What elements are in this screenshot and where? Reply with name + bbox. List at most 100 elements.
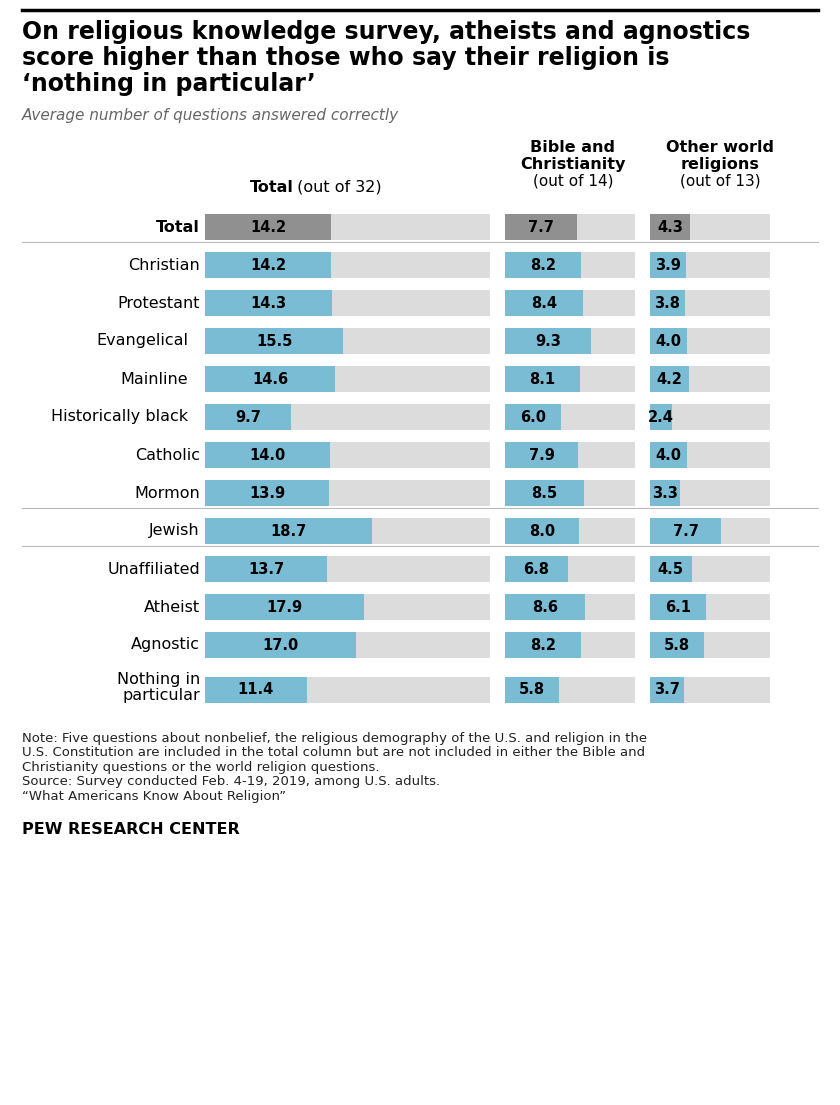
Bar bbox=[650, 556, 770, 582]
Bar bbox=[505, 366, 635, 392]
Bar bbox=[205, 290, 333, 316]
Bar bbox=[205, 442, 329, 469]
Bar bbox=[205, 252, 332, 278]
Bar bbox=[205, 677, 307, 703]
Text: Catholic: Catholic bbox=[135, 448, 200, 463]
Bar bbox=[505, 290, 583, 316]
Bar bbox=[505, 252, 581, 278]
Bar bbox=[505, 252, 635, 278]
Text: Protestant: Protestant bbox=[118, 295, 200, 311]
Bar bbox=[205, 442, 490, 469]
Bar bbox=[650, 556, 691, 582]
Text: 8.0: 8.0 bbox=[529, 524, 555, 538]
Text: Other world: Other world bbox=[666, 140, 774, 155]
Text: Christianity questions or the world religion questions.: Christianity questions or the world reli… bbox=[22, 761, 380, 773]
Text: Mainline: Mainline bbox=[120, 371, 188, 387]
Text: 14.2: 14.2 bbox=[250, 257, 286, 273]
Bar bbox=[650, 290, 770, 316]
Bar bbox=[650, 366, 689, 392]
Bar bbox=[505, 632, 581, 657]
Bar bbox=[505, 556, 568, 582]
Text: 4.0: 4.0 bbox=[655, 334, 681, 348]
Text: 7.7: 7.7 bbox=[528, 220, 554, 234]
Text: 11.4: 11.4 bbox=[238, 683, 274, 697]
Text: U.S. Constitution are included in the total column but are not included in eithe: U.S. Constitution are included in the to… bbox=[22, 747, 645, 759]
Bar bbox=[650, 404, 770, 430]
Bar bbox=[205, 214, 490, 240]
Text: 14.6: 14.6 bbox=[252, 371, 288, 387]
Text: Total: Total bbox=[250, 180, 294, 194]
Text: 9.7: 9.7 bbox=[235, 410, 261, 424]
Bar bbox=[505, 366, 580, 392]
Text: Source: Survey conducted Feb. 4-19, 2019, among U.S. adults.: Source: Survey conducted Feb. 4-19, 2019… bbox=[22, 776, 440, 789]
Bar bbox=[650, 518, 770, 544]
Bar bbox=[505, 594, 585, 620]
Text: 17.0: 17.0 bbox=[263, 638, 299, 652]
Bar bbox=[650, 252, 686, 278]
Bar bbox=[205, 480, 328, 506]
Bar bbox=[650, 328, 770, 354]
Bar bbox=[205, 252, 490, 278]
Bar bbox=[650, 632, 704, 657]
Text: score higher than those who say their religion is: score higher than those who say their re… bbox=[22, 46, 669, 70]
Bar bbox=[205, 404, 490, 430]
Bar bbox=[205, 632, 356, 657]
Text: 15.5: 15.5 bbox=[256, 334, 292, 348]
Bar bbox=[505, 328, 635, 354]
Bar bbox=[650, 290, 685, 316]
Text: 18.7: 18.7 bbox=[270, 524, 307, 538]
Text: 7.7: 7.7 bbox=[673, 524, 699, 538]
Bar bbox=[205, 328, 490, 354]
Bar bbox=[505, 480, 635, 506]
Bar bbox=[505, 442, 579, 469]
Bar bbox=[205, 556, 327, 582]
Bar bbox=[205, 556, 490, 582]
Text: 3.7: 3.7 bbox=[654, 683, 680, 697]
Text: particular: particular bbox=[123, 688, 200, 703]
Text: 8.5: 8.5 bbox=[532, 485, 558, 501]
Text: Atheist: Atheist bbox=[144, 600, 200, 614]
Bar bbox=[650, 480, 680, 506]
Text: religions: religions bbox=[680, 157, 759, 172]
Bar bbox=[505, 518, 635, 544]
Text: 4.2: 4.2 bbox=[656, 371, 682, 387]
Bar bbox=[505, 404, 635, 430]
Text: (out of 14): (out of 14) bbox=[533, 173, 613, 189]
Text: Average number of questions answered correctly: Average number of questions answered cor… bbox=[22, 108, 399, 123]
Text: 5.8: 5.8 bbox=[664, 638, 690, 652]
Text: 7.9: 7.9 bbox=[528, 448, 554, 463]
Bar bbox=[205, 594, 490, 620]
Text: (out of 13): (out of 13) bbox=[680, 173, 760, 189]
Bar bbox=[505, 214, 576, 240]
Text: Unaffiliated: Unaffiliated bbox=[108, 561, 200, 577]
Bar bbox=[505, 677, 559, 703]
Bar bbox=[650, 214, 690, 240]
Bar bbox=[505, 290, 635, 316]
Bar bbox=[205, 677, 490, 703]
Bar bbox=[205, 290, 490, 316]
Bar bbox=[650, 594, 770, 620]
Text: 6.1: 6.1 bbox=[665, 600, 691, 614]
Bar bbox=[650, 404, 672, 430]
Bar bbox=[650, 366, 770, 392]
Bar bbox=[505, 556, 635, 582]
Bar bbox=[650, 677, 684, 703]
Text: Historically black: Historically black bbox=[51, 410, 188, 424]
Bar bbox=[205, 480, 490, 506]
Text: 8.6: 8.6 bbox=[532, 600, 558, 614]
Bar bbox=[650, 677, 770, 703]
Bar bbox=[205, 366, 335, 392]
Bar bbox=[505, 442, 635, 469]
Text: 4.3: 4.3 bbox=[657, 220, 683, 234]
Text: 17.9: 17.9 bbox=[266, 600, 302, 614]
Bar bbox=[650, 632, 770, 657]
Text: Mormon: Mormon bbox=[134, 485, 200, 501]
Bar bbox=[650, 442, 770, 469]
Text: 8.2: 8.2 bbox=[530, 257, 556, 273]
Text: Bible and: Bible and bbox=[531, 140, 616, 155]
Text: 14.0: 14.0 bbox=[249, 448, 286, 463]
Bar bbox=[505, 677, 635, 703]
Text: ‘nothing in particular’: ‘nothing in particular’ bbox=[22, 72, 316, 96]
Bar bbox=[650, 518, 721, 544]
Text: “What Americans Know About Religion”: “What Americans Know About Religion” bbox=[22, 790, 286, 803]
